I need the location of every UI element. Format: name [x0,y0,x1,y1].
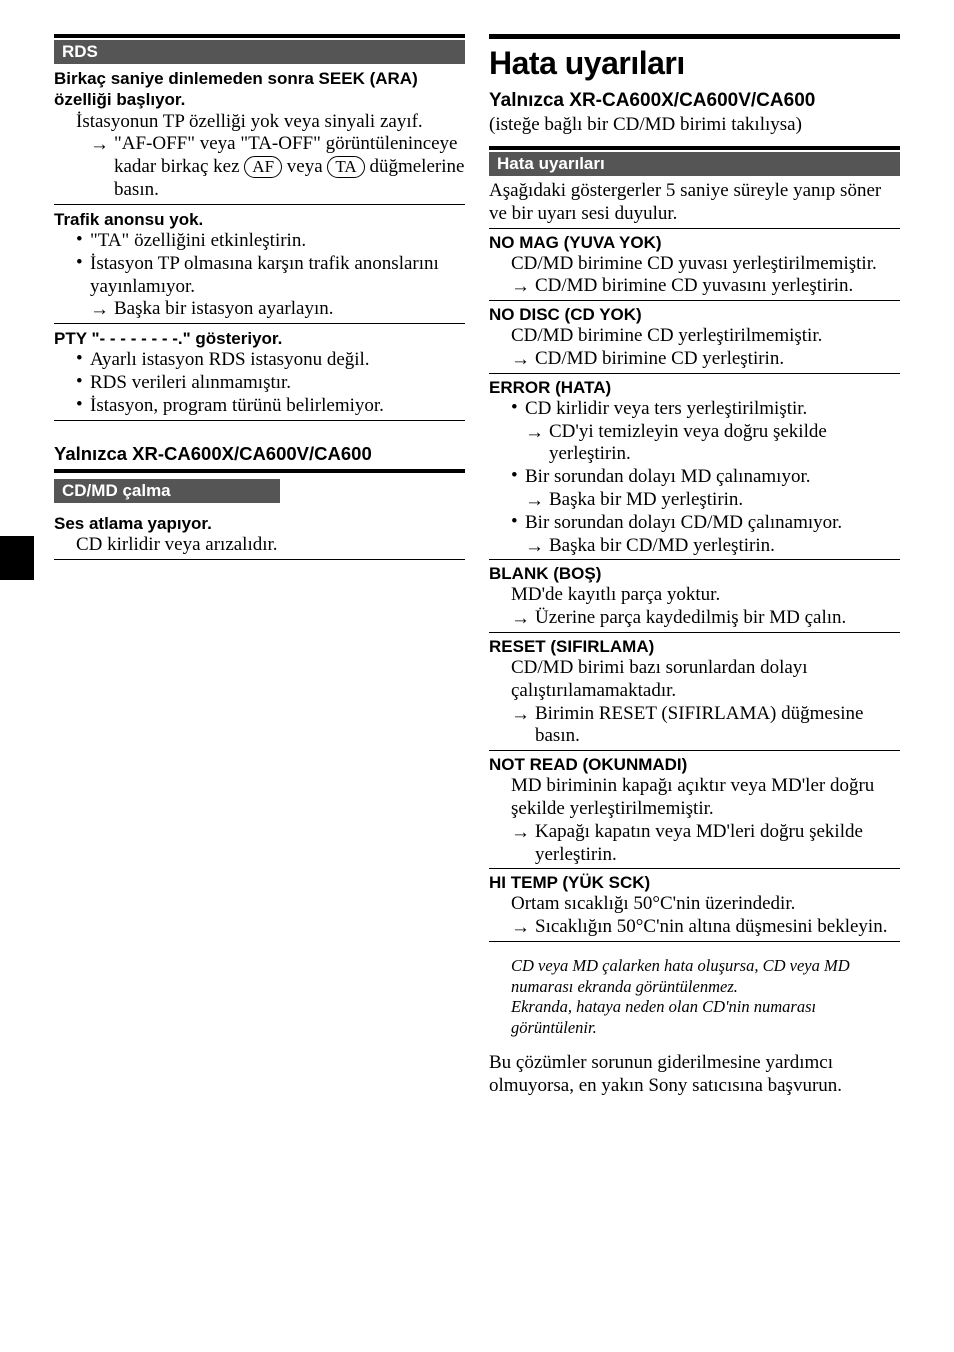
remedy-text: Birimin RESET (SIFIRLAMA) düğmesine bası… [535,703,863,747]
bullet-list: Ayarlı istasyon RDS istasyonu değil. RDS… [76,349,465,417]
remedy-text: "AF-OFF" veya "TA-OFF" görüntüleninceye … [114,133,464,200]
error-heading: NOT READ (OKUNMADI) [489,755,900,775]
bullet: İstasyon TP olmasına karşın trafik anons… [76,253,465,299]
remedy-line: → Başka bir CD/MD yerleştirin. [525,535,900,558]
heavy-rule [54,34,465,38]
error-nodisc: NO DISC (CD YOK) CD/MD birimine CD yerle… [489,305,900,374]
or-text: veya [282,156,327,177]
cause-text: CD/MD birimi bazı sorunlardan dolayı çal… [511,657,900,703]
left-column: RDS Birkaç saniye dinlemeden sonra SEEK … [54,34,465,1098]
error-nomag: NO MAG (YUVA YOK) CD/MD birimine CD yuva… [489,233,900,302]
remedy-text: Başka bir istasyon ayarlayın. [114,298,334,319]
error-heading: NO MAG (YUVA YOK) [489,233,900,253]
error-notread: NOT READ (OKUNMADI) MD biriminin kapağı … [489,755,900,869]
arrow-icon: → [90,134,109,157]
page-edge-tab [0,536,34,580]
rds-pty-block: PTY "- - - - - - - -." gösteriyor. Ayarl… [54,328,465,421]
two-column-layout: RDS Birkaç saniye dinlemeden sonra SEEK … [54,34,900,1098]
heavy-rule [489,146,900,150]
rds-trafik-block: Trafik anonsu yok. "TA" özelliğini etkin… [54,209,465,324]
only-models-heading: Yalnızca XR-CA600X/CA600V/CA600 [54,443,465,465]
bullet: İstasyon, program türünü belirlemiyor. [76,395,465,418]
remedy-text: CD/MD birimine CD yuvasını yerleştirin. [535,275,853,296]
rds-seek-block: Birkaç saniye dinlemeden sonra SEEK (ARA… [54,68,465,205]
bullet: Ayarlı istasyon RDS istasyonu değil. [76,349,465,372]
symptom-text: Trafik anonsu yok. [54,209,465,230]
arrow-icon: → [511,608,530,631]
arrow-icon: → [525,490,544,513]
remedy-line: → Başka bir MD yerleştirin. [525,489,900,512]
symptom-text: Ses atlama yapıyor. [54,513,465,534]
intro-text: Aşağıdaki göstergerler 5 saniye süreyle … [489,180,900,229]
heavy-rule [489,34,900,39]
error-heading: BLANK (BOŞ) [489,564,900,584]
bullet: Bir sorundan dolayı MD çalınamıyor. [511,466,900,489]
cause-text: MD biriminin kapağı açıktır veya MD'ler … [511,775,900,821]
cause-text: MD'de kayıtlı parça yoktur. [511,584,900,607]
arrow-icon: → [90,299,109,322]
remedy-text: Kapağı kapatın veya MD'leri doğru şekild… [535,821,863,865]
closing-text: Bu çözümler sorunun giderilmesine yardım… [489,1052,900,1098]
heavy-rule [54,469,465,473]
error-error: ERROR (HATA) CD kirlidir veya ters yerle… [489,378,900,561]
cause-text: CD kirlidir veya arızalıdır. [76,534,465,557]
error-hitemp: HI TEMP (YÜK SCK) Ortam sıcaklığı 50°C'n… [489,873,900,942]
remedy-line: → Üzerine parça kaydedilmiş bir MD çalın… [511,607,900,630]
bullet-list: CD kirlidir veya ters yerleştirilmiştir.… [511,398,900,558]
error-heading: HI TEMP (YÜK SCK) [489,873,900,893]
arrow-icon: → [511,276,530,299]
bullet: CD kirlidir veya ters yerleştirilmiştir. [511,398,900,421]
af-button-pill: AF [244,156,282,178]
error-reset: RESET (SIFIRLAMA) CD/MD birimi bazı soru… [489,637,900,751]
remedy-line: → Başka bir istasyon ayarlayın. [90,298,465,321]
remedy-line: → Kapağı kapatın veya MD'leri doğru şeki… [511,821,900,867]
arrow-icon: → [511,349,530,372]
right-column: Hata uyarıları Yalnızca XR-CA600X/CA600V… [489,34,900,1098]
bullet: "TA" özelliğini etkinleştirin. [76,230,465,253]
arrow-icon: → [525,536,544,559]
remedy-line: → Birimin RESET (SIFIRLAMA) düğmesine ba… [511,703,900,749]
error-blank: BLANK (BOŞ) MD'de kayıtlı parça yoktur. … [489,564,900,633]
remedy-line: → "AF-OFF" veya "TA-OFF" görüntülenincey… [90,133,465,201]
remedy-line: → CD/MD birimine CD yerleştirin. [511,348,900,371]
cause-text: CD/MD birimine CD yuvası yerleştirilmemi… [511,253,900,276]
cdmd-heading: CD/MD çalma [54,479,280,503]
cause-text: İstasyonun TP özelliği yok veya sinyali … [76,111,465,134]
remedy-text: Başka bir CD/MD yerleştirin. [549,535,775,556]
page-title: Hata uyarıları [489,45,900,82]
ta-button-pill: TA [327,156,364,178]
only-models-subnote: (isteğe bağlı bir CD/MD birimi takılıysa… [489,114,900,136]
error-heading: ERROR (HATA) [489,378,900,398]
arrow-icon: → [511,704,530,727]
cause-text: Ortam sıcaklığı 50°C'nin üzerindedir. [511,893,900,916]
remedy-line: → CD/MD birimine CD yuvasını yerleştirin… [511,275,900,298]
error-heading: RESET (SIFIRLAMA) [489,637,900,657]
symptom-text: PTY "- - - - - - - -." gösteriyor. [54,328,465,349]
error-heading: NO DISC (CD YOK) [489,305,900,325]
bullet: Bir sorundan dolayı CD/MD çalınamıyor. [511,512,900,535]
cause-text: CD/MD birimine CD yerleştirilmemiştir. [511,325,900,348]
remedy-text: Sıcaklığın 50°C'nin altına düşmesini bek… [535,916,887,937]
bullet-list: "TA" özelliğini etkinleştirin. İstasyon … [76,230,465,298]
remedy-line: → Sıcaklığın 50°C'nin altına düşmesini b… [511,916,900,939]
rds-heading: RDS [54,40,465,64]
arrow-icon: → [525,422,544,445]
arrow-icon: → [511,917,530,940]
bullet: RDS verileri alınmamıştır. [76,372,465,395]
footnote-text: CD veya MD çalarken hata oluşursa, CD ve… [511,956,900,1039]
symptom-text: Birkaç saniye dinlemeden sonra SEEK (ARA… [54,68,465,111]
remedy-line: → CD'yi temizleyin veya doğru şekilde ye… [525,421,900,467]
remedy-text: Üzerine parça kaydedilmiş bir MD çalın. [535,607,846,628]
remedy-text: CD/MD birimine CD yerleştirin. [535,348,784,369]
arrow-icon: → [511,822,530,845]
cdmd-skip-block: Ses atlama yapıyor. CD kirlidir veya arı… [54,513,465,560]
remedy-text: Başka bir MD yerleştirin. [549,489,743,510]
errors-heading: Hata uyarıları [489,152,900,176]
only-models-heading: Yalnızca XR-CA600X/CA600V/CA600 [489,90,900,112]
remedy-text: CD'yi temizleyin veya doğru şekilde yerl… [549,421,827,465]
